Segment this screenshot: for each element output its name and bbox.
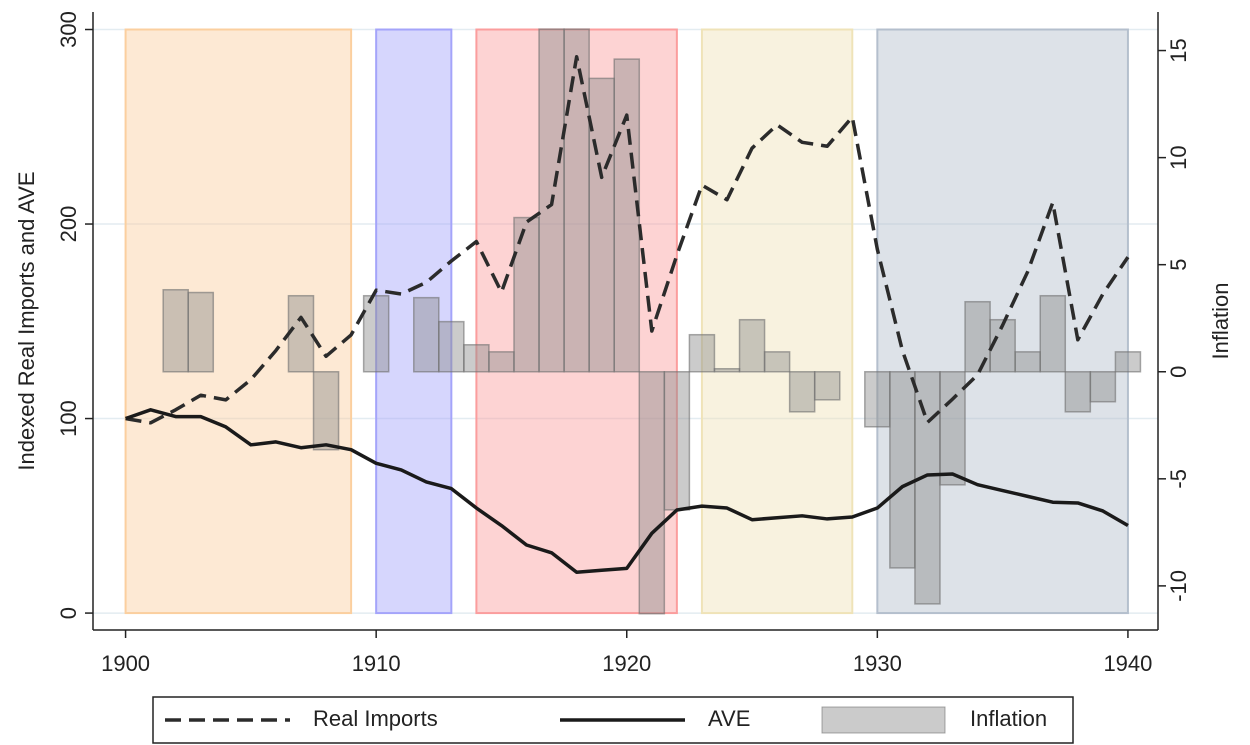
- inflation-bar: [187, 291, 215, 373]
- legend-label: AVE: [708, 706, 750, 731]
- y-axis-title: Indexed Real Imports and AVE: [14, 171, 39, 470]
- inflation-bar: [1089, 371, 1117, 403]
- inflation-bar: [588, 77, 615, 373]
- inflation-bar: [162, 288, 189, 373]
- inflation-bar: [538, 28, 565, 373]
- period-band: [124, 28, 353, 615]
- inflation-bar: [362, 294, 390, 373]
- line-series: [124, 408, 1129, 574]
- inflation-bar: [889, 371, 916, 569]
- inflation-bar: [1064, 371, 1092, 413]
- y-tick-label: 100: [56, 400, 81, 437]
- inflation-bar: [663, 371, 691, 511]
- inflation-bar: [488, 351, 515, 373]
- inflation-bar: [738, 318, 766, 373]
- period-band: [475, 28, 678, 615]
- x-tick-label: 1930: [853, 651, 902, 676]
- y-tick-label: 200: [56, 206, 81, 243]
- y2-tick-label: 5: [1166, 259, 1191, 271]
- inflation-bar: [1014, 351, 1041, 373]
- inflation-bar: [763, 351, 791, 373]
- legend-label: Inflation: [970, 706, 1047, 731]
- inflation-bar: [513, 216, 540, 373]
- y-tick-label: 0: [56, 607, 81, 619]
- inflation-bar: [788, 371, 816, 413]
- inflation-bar: [813, 371, 841, 401]
- y2-tick-label: 10: [1166, 145, 1191, 169]
- inflation-bar: [287, 294, 315, 373]
- inflation-bar: [688, 333, 716, 373]
- legend-label: Real Imports: [313, 706, 438, 731]
- inflation-bar: [613, 58, 641, 373]
- y2-tick-label: 0: [1166, 366, 1191, 378]
- x-tick-label: 1900: [101, 651, 150, 676]
- inflation-bar: [713, 368, 741, 373]
- x-tick-label: 1940: [1103, 651, 1152, 676]
- inflation-bar: [438, 320, 465, 373]
- y2-tick-label: -10: [1166, 570, 1191, 602]
- inflation-bar: [463, 344, 490, 373]
- inflation-bar: [413, 296, 440, 373]
- y2-axis-title: Inflation: [1208, 282, 1233, 359]
- inflation-bar: [914, 371, 941, 605]
- x-tick-label: 1910: [352, 651, 401, 676]
- y2-tick-label: 15: [1166, 38, 1191, 62]
- y2-tick-label: -5: [1166, 469, 1191, 489]
- legend-swatch: [821, 706, 946, 734]
- inflation-bar: [312, 371, 340, 451]
- y-tick-label: 300: [56, 11, 81, 48]
- inflation-bar: [563, 28, 590, 373]
- inflation-bar: [864, 371, 891, 428]
- inflation-bar: [638, 371, 666, 615]
- inflation-bar: [1114, 351, 1142, 373]
- inflation-bar: [1039, 294, 1067, 373]
- period-band: [700, 28, 854, 615]
- x-tick-label: 1920: [602, 651, 651, 676]
- inflation-bar: [939, 371, 966, 486]
- line-series: [125, 54, 1130, 425]
